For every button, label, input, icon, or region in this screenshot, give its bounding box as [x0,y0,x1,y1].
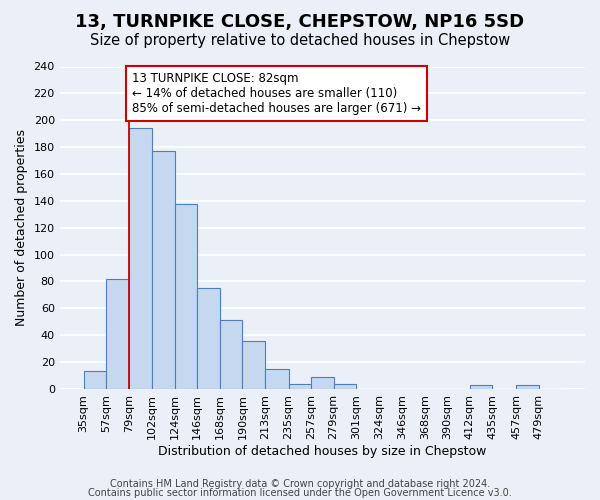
Bar [265,369,289,389]
Text: Contains public sector information licensed under the Open Government Licence v3: Contains public sector information licen… [88,488,512,498]
Bar [175,204,197,389]
Text: Size of property relative to detached houses in Chepstow: Size of property relative to detached ho… [90,32,510,48]
Bar [128,128,152,389]
Bar [334,384,356,389]
Text: 13 TURNPIKE CLOSE: 82sqm
← 14% of detached houses are smaller (110)
85% of semi-: 13 TURNPIKE CLOSE: 82sqm ← 14% of detach… [132,72,421,115]
Bar [197,288,220,389]
X-axis label: Distribution of detached houses by size in Chepstow: Distribution of detached houses by size … [158,444,487,458]
Bar [289,384,311,389]
Y-axis label: Number of detached properties: Number of detached properties [15,129,28,326]
Bar [470,385,493,389]
Text: 13, TURNPIKE CLOSE, CHEPSTOW, NP16 5SD: 13, TURNPIKE CLOSE, CHEPSTOW, NP16 5SD [76,12,524,30]
Bar [242,340,265,389]
Text: Contains HM Land Registry data © Crown copyright and database right 2024.: Contains HM Land Registry data © Crown c… [110,479,490,489]
Bar [220,320,242,389]
Bar [152,151,175,389]
Bar [516,385,539,389]
Bar [311,377,334,389]
Bar [106,279,128,389]
Bar [83,372,106,389]
